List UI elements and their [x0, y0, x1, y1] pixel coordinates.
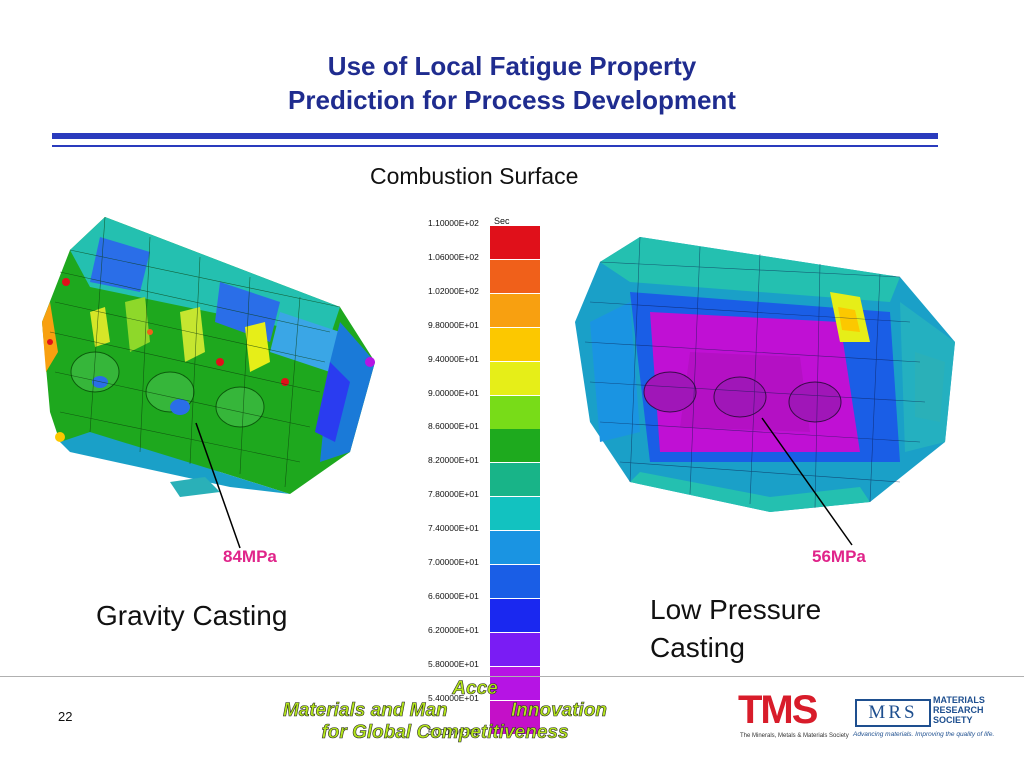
low-pressure-caption-line2: Casting	[650, 632, 745, 663]
banner-line3: for Global Competitiveness	[321, 722, 569, 744]
legend-tick-label: 5.80000E+01	[428, 658, 479, 669]
slide-title-line1: Use of Local Fatigue Property	[327, 51, 697, 81]
legend-color-swatch	[490, 361, 540, 396]
legend-tick-label: 1.06000E+02	[428, 251, 479, 262]
stress-color-legend: Sec 1.10000E+02 1.06000E+02 1.02000E+02 9.8…	[428, 214, 548, 737]
legend-color-swatch	[490, 395, 540, 430]
legend-tick-label: 8.20000E+01	[428, 455, 479, 466]
footer-divider	[0, 676, 1024, 677]
slide-title-line2: Prediction for Process Development	[288, 85, 736, 115]
legend-color-swatch	[490, 565, 540, 599]
legend-tick-label: 8.60000E+01	[428, 421, 479, 432]
legend-color-swatch	[490, 666, 540, 701]
legend-tick-label: 5.00000E+01	[428, 726, 479, 737]
mrs-name-line2: RESEARCH	[933, 705, 984, 715]
right-leader-line	[761, 417, 853, 546]
legend-tick-label: 5.40000E+01	[428, 692, 479, 703]
legend-unit: Sec	[494, 216, 510, 226]
legend-tick-label: 7.80000E+01	[428, 489, 479, 500]
tms-logo: TMS	[738, 688, 818, 732]
legend-tick-label: 9.80000E+01	[428, 319, 479, 330]
mrs-name-line1: MATERIALS	[933, 695, 985, 705]
footer-banner: Acce Materials and Man Innovation for Gl…	[195, 678, 695, 744]
legend-color-swatch	[490, 531, 540, 566]
low-pressure-casting-contour-image	[575, 236, 955, 512]
slide-number: 22	[58, 709, 73, 724]
legend-color-swatch	[490, 598, 540, 633]
legend-tick-label: 1.02000E+02	[428, 285, 479, 296]
gravity-casting-contour-image	[42, 216, 375, 497]
legend-tick-label: 6.20000E+01	[428, 624, 479, 635]
legend-color-swatch	[490, 327, 540, 362]
legend-color-swatch	[490, 632, 540, 667]
low-pressure-caption-line1: Low Pressure	[650, 594, 822, 625]
banner-line1: Acce	[452, 678, 498, 700]
legend-tick-label: 9.40000E+01	[428, 353, 479, 364]
legend-tick-label: 6.60000E+01	[428, 590, 479, 601]
title-rule-thick	[52, 133, 938, 139]
legend-color-swatch	[490, 497, 540, 532]
banner-line2: Materials and Man Innovation	[282, 700, 608, 722]
low-pressure-stress-value: 56MPa	[812, 547, 866, 566]
legend-color-swatch	[490, 259, 540, 294]
legend-color-swatch	[490, 226, 540, 260]
mrs-tagline: Advancing materials. Improving the quali…	[853, 731, 995, 738]
legend-tick-label: 7.40000E+01	[428, 523, 479, 534]
legend-color-swatch	[490, 429, 540, 464]
legend-tick-label: 9.00000E+01	[428, 387, 479, 398]
gravity-casting-caption: Gravity Casting	[96, 600, 288, 631]
title-rule-thin	[52, 145, 938, 147]
legend-tick-label: 7.00000E+01	[428, 557, 479, 567]
combustion-surface-heading: Combustion Surface	[370, 163, 579, 189]
mrs-name-line3: SOCIETY	[933, 715, 973, 725]
left-leader-line	[195, 422, 241, 549]
legend-color-swatch	[490, 293, 540, 328]
legend-color-swatch	[490, 700, 540, 735]
mrs-logo-name: MATERIALS RESEARCH SOCIETY	[933, 695, 985, 725]
mrs-logo: MRS	[855, 699, 931, 727]
gravity-casting-stress-value: 84MPa	[223, 547, 277, 566]
legend-color-swatch	[490, 463, 540, 498]
legend-tick-label: 1.10000E+02	[428, 218, 479, 228]
tms-logo-subtitle: The Minerals, Metals & Materials Society	[740, 733, 849, 739]
